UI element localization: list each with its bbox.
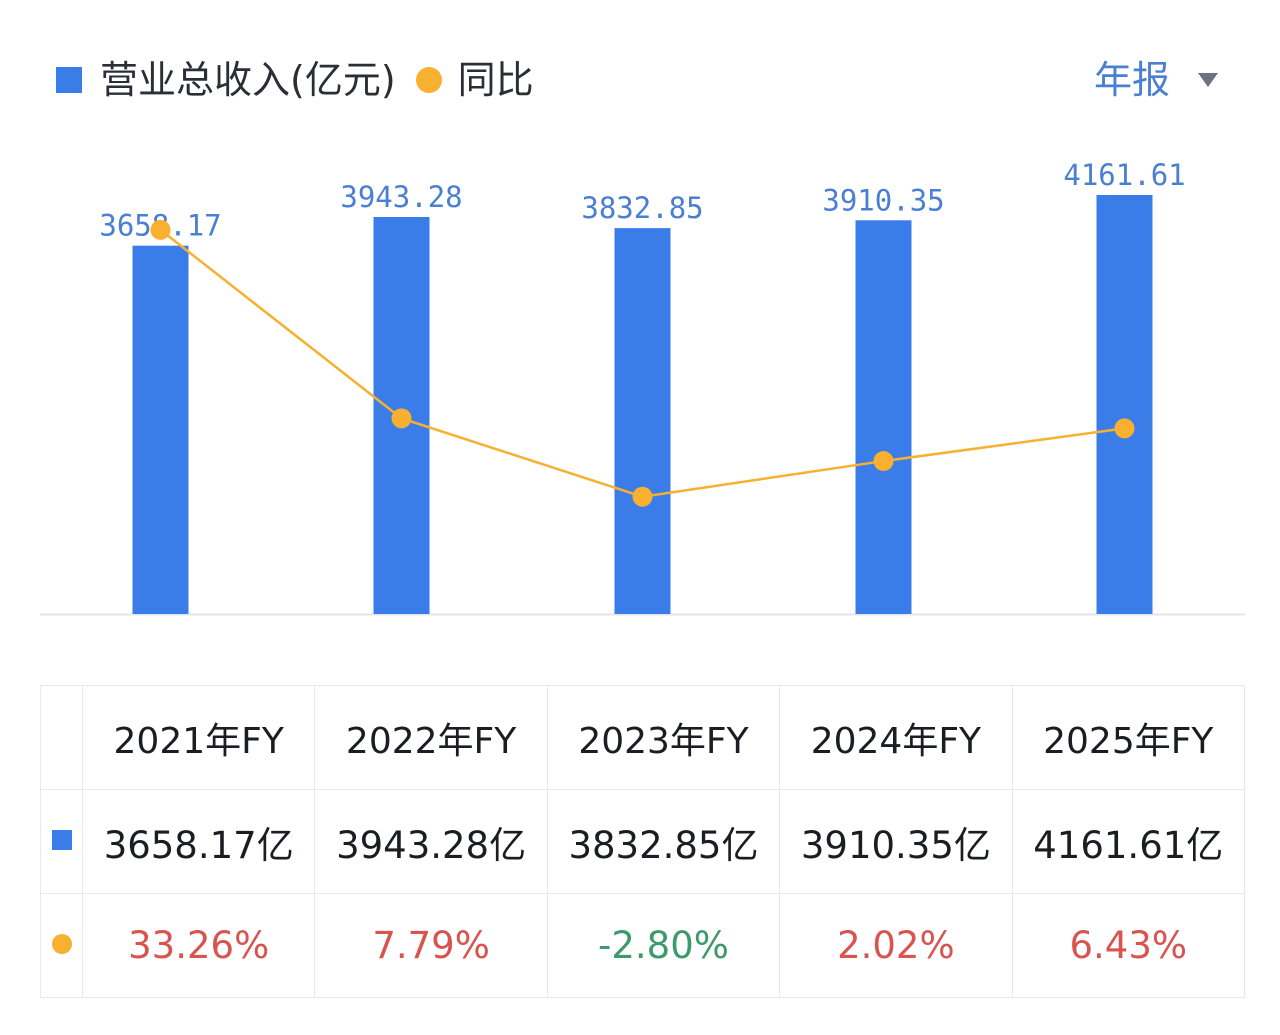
period-selector[interactable]: 年报 bbox=[1094, 52, 1218, 108]
yoy-row: 33.26% 7.79% -2.80% 2.02% 6.43% bbox=[40, 893, 1246, 998]
table-header-cell: 2021年FY bbox=[81, 685, 316, 790]
yoy-legend-label: 同比 bbox=[457, 58, 534, 102]
yoy-point[interactable] bbox=[632, 486, 653, 507]
yoy-key-dot-icon bbox=[51, 933, 72, 954]
revenue-cell: 3832.85亿 bbox=[546, 789, 781, 894]
yoy-cell: 6.43% bbox=[1011, 893, 1246, 998]
revenue-bar-data-label: 4161.61 bbox=[1063, 158, 1185, 192]
revenue-cell: 3943.28亿 bbox=[314, 789, 548, 894]
revenue-row: 3658.17亿 3943.28亿 3832.85亿 3910.35亿 4161… bbox=[40, 789, 1246, 894]
yoy-cell: -2.80% bbox=[546, 893, 781, 998]
revenue-legend-label: 营业总收入(亿元) bbox=[100, 58, 396, 102]
table-header-cell: 2022年FY bbox=[314, 685, 548, 790]
yoy-point[interactable] bbox=[873, 451, 894, 472]
revenue-bar[interactable] bbox=[614, 228, 671, 614]
period-selector-label[interactable]: 年报 bbox=[1093, 58, 1170, 102]
revenue-bar-data-label: 3832.85 bbox=[581, 191, 703, 225]
revenue-bar[interactable] bbox=[855, 220, 912, 614]
revenue-bar[interactable] bbox=[1096, 195, 1153, 614]
revenue-bar[interactable] bbox=[132, 245, 189, 614]
table-header-cell: 2025年FY bbox=[1011, 685, 1246, 790]
yoy-cell: 33.26% bbox=[81, 893, 316, 998]
data-table: 2021年FY 2022年FY 2023年FY 2024年FY 2025年FY … bbox=[40, 685, 1246, 998]
yoy-legend-swatch bbox=[415, 67, 442, 93]
table-header-row: 2021年FY 2022年FY 2023年FY 2024年FY 2025年FY bbox=[40, 685, 1246, 790]
yoy-point[interactable] bbox=[150, 219, 171, 240]
yoy-row-key bbox=[40, 893, 83, 998]
chart-legend: 营业总收入(亿元) 同比 bbox=[56, 52, 534, 108]
revenue-row-key bbox=[40, 789, 83, 894]
table-header-cell: 2024年FY bbox=[779, 685, 1013, 790]
revenue-bar-data-label: 3910.35 bbox=[822, 183, 944, 217]
yoy-cell: 2.02% bbox=[779, 893, 1013, 998]
yoy-point[interactable] bbox=[391, 408, 412, 429]
revenue-cell: 3910.35亿 bbox=[779, 789, 1013, 894]
revenue-key-square-icon bbox=[51, 829, 72, 850]
revenue-cell: 4161.61亿 bbox=[1011, 789, 1246, 894]
table-corner-cell bbox=[40, 685, 83, 790]
revenue-bar-data-label: 3943.28 bbox=[340, 180, 462, 214]
revenue-legend-swatch bbox=[56, 67, 82, 93]
revenue-cell: 3658.17亿 bbox=[81, 789, 316, 894]
yoy-point[interactable] bbox=[1114, 418, 1135, 439]
table-header-cell: 2023年FY bbox=[546, 685, 781, 790]
yoy-cell: 7.79% bbox=[314, 893, 548, 998]
caret-down-icon[interactable] bbox=[1198, 73, 1218, 87]
